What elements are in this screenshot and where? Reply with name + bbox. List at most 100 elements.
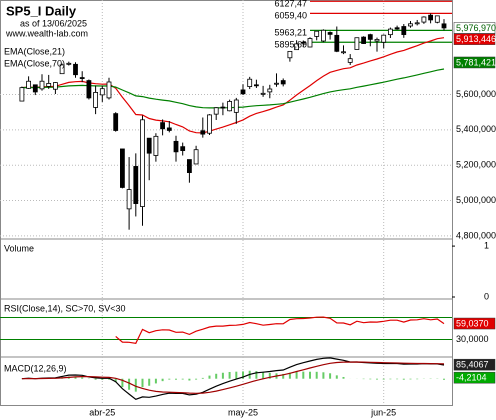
candle-body [294, 43, 300, 51]
value-box [453, 33, 496, 45]
level-label: 5895,69 [274, 40, 307, 50]
candle-body [428, 14, 434, 21]
candle-body [106, 81, 112, 99]
macd-hist [208, 375, 211, 379]
candle-body [66, 62, 72, 65]
macd-hist [335, 375, 338, 379]
candle-body [408, 23, 413, 27]
candle-body [441, 23, 447, 29]
candle-body [140, 119, 145, 207]
candle-body [414, 22, 420, 25]
level-label: 5963,21 [274, 28, 307, 38]
candle-body [173, 140, 179, 153]
macd-hist [188, 378, 191, 381]
value-box-label: 5,913,446 [456, 34, 496, 44]
candle-body [287, 50, 293, 59]
candle-body [79, 77, 85, 79]
candle-body [19, 87, 25, 102]
value-box-label: 59,0370 [456, 318, 489, 328]
y-tick-label: 4,800,000 [456, 230, 496, 240]
candle-body [260, 92, 266, 95]
candle-body [334, 34, 340, 52]
x-tick-label: may-25 [228, 407, 258, 417]
as-of: as of 13/06/2025 [20, 18, 87, 28]
candle-body [200, 130, 206, 135]
ema-line [21, 68, 445, 109]
candle-body [307, 38, 313, 48]
candle-body [193, 149, 199, 165]
candle-body [120, 148, 125, 188]
chart-title: SP5_I Daily [6, 3, 77, 18]
rsi-line [115, 316, 445, 344]
macd-hist [443, 378, 445, 380]
y-tick-label: 5,000,000 [456, 195, 496, 205]
candle-body [59, 64, 65, 75]
candle-body [421, 16, 427, 23]
candle-body [73, 63, 78, 76]
macd-hist [268, 372, 271, 379]
candle-body [146, 137, 152, 154]
y-tick-label: 30,0000 [456, 334, 489, 344]
candle-body [93, 92, 98, 108]
candle-body [86, 80, 92, 99]
candle-body [180, 146, 186, 151]
macd-hist [288, 372, 291, 379]
x-tick-label: jun-25 [370, 407, 396, 417]
candle-body [341, 51, 346, 54]
macd-hist [215, 373, 218, 379]
candle-body [26, 80, 32, 89]
x-tick-label: abr-25 [89, 407, 115, 417]
candle-body [32, 84, 38, 93]
macd-hist [315, 371, 318, 379]
candle-body [253, 84, 259, 87]
candle-body [401, 26, 407, 35]
macd-hist [389, 378, 392, 380]
ema-line [21, 37, 445, 134]
macd-hist [282, 373, 285, 379]
candle-body [394, 27, 400, 30]
candle-body [347, 58, 353, 63]
candle-body [361, 36, 367, 44]
level-label: 6059,40 [274, 11, 307, 21]
candle-body [280, 80, 286, 85]
macd-hist [382, 378, 385, 380]
plot-frame [0, 0, 453, 406]
candle-body [267, 88, 273, 93]
macd-hist [409, 378, 412, 380]
macd-hist [108, 378, 110, 380]
value-box-label: 85,4067 [456, 360, 489, 370]
macd-hist [168, 378, 171, 380]
macd-hist [402, 378, 405, 380]
candle-body [53, 82, 58, 90]
candle-body [160, 122, 166, 130]
value-box [453, 317, 496, 330]
macd-hist [161, 378, 164, 382]
macd-hist [181, 378, 184, 380]
macd-hist [302, 371, 305, 379]
candle-body [300, 41, 306, 44]
macd-hist [309, 371, 311, 379]
macd-hist [154, 378, 157, 384]
macd-line [21, 357, 445, 400]
candle-body [39, 80, 45, 90]
candle-body [186, 159, 192, 173]
macd-hist [262, 372, 265, 379]
macd-hist [221, 372, 224, 379]
value-box [453, 358, 496, 371]
macd-hist [201, 377, 204, 379]
macd-hist [295, 371, 298, 379]
candle-body [434, 15, 440, 23]
marks [0, 0, 452, 405]
signal-line [21, 361, 445, 394]
macd-hist [342, 376, 345, 379]
candle-body [153, 135, 159, 156]
value-box-label: 5,781,421 [456, 57, 496, 67]
macd-hist [175, 378, 177, 380]
macd-hist [114, 378, 117, 383]
candle-body [166, 127, 172, 131]
candle-body [207, 114, 212, 134]
site: www.wealth-lab.com [5, 28, 88, 38]
y-tick-label: 5,200,000 [456, 160, 496, 170]
ema-label: EMA(Close,70) [4, 58, 65, 68]
